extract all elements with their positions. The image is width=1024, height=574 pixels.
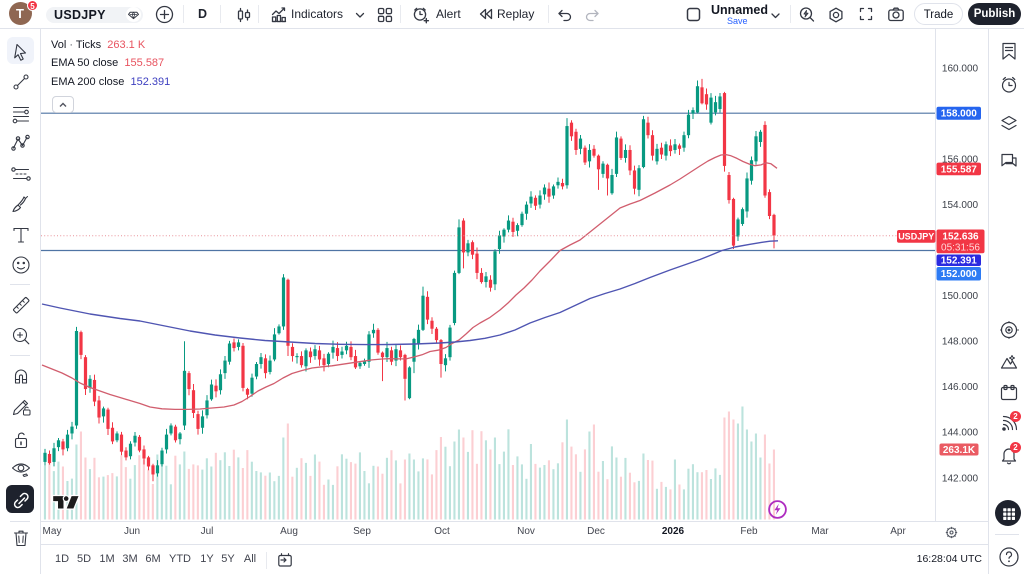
svg-text:144.000: 144.000 — [942, 428, 979, 439]
svg-text:152.000: 152.000 — [941, 269, 978, 280]
svg-text:156.000: 156.000 — [942, 155, 979, 166]
svg-text:142.000: 142.000 — [942, 473, 979, 484]
svg-text:USDJPY: USDJPY — [898, 232, 934, 242]
svg-text:154.000: 154.000 — [942, 200, 979, 211]
svg-text:150.000: 150.000 — [942, 291, 979, 302]
svg-text:152.636: 152.636 — [942, 231, 979, 242]
svg-text:146.000: 146.000 — [942, 382, 979, 393]
svg-text:158.000: 158.000 — [941, 109, 978, 120]
svg-text:263.1K: 263.1K — [943, 445, 976, 456]
svg-text:155.587: 155.587 — [941, 164, 978, 175]
svg-text:148.000: 148.000 — [942, 337, 979, 348]
svg-text:152.391: 152.391 — [941, 256, 978, 267]
svg-text:05:31:56: 05:31:56 — [941, 242, 980, 253]
svg-text:160.000: 160.000 — [942, 63, 979, 74]
